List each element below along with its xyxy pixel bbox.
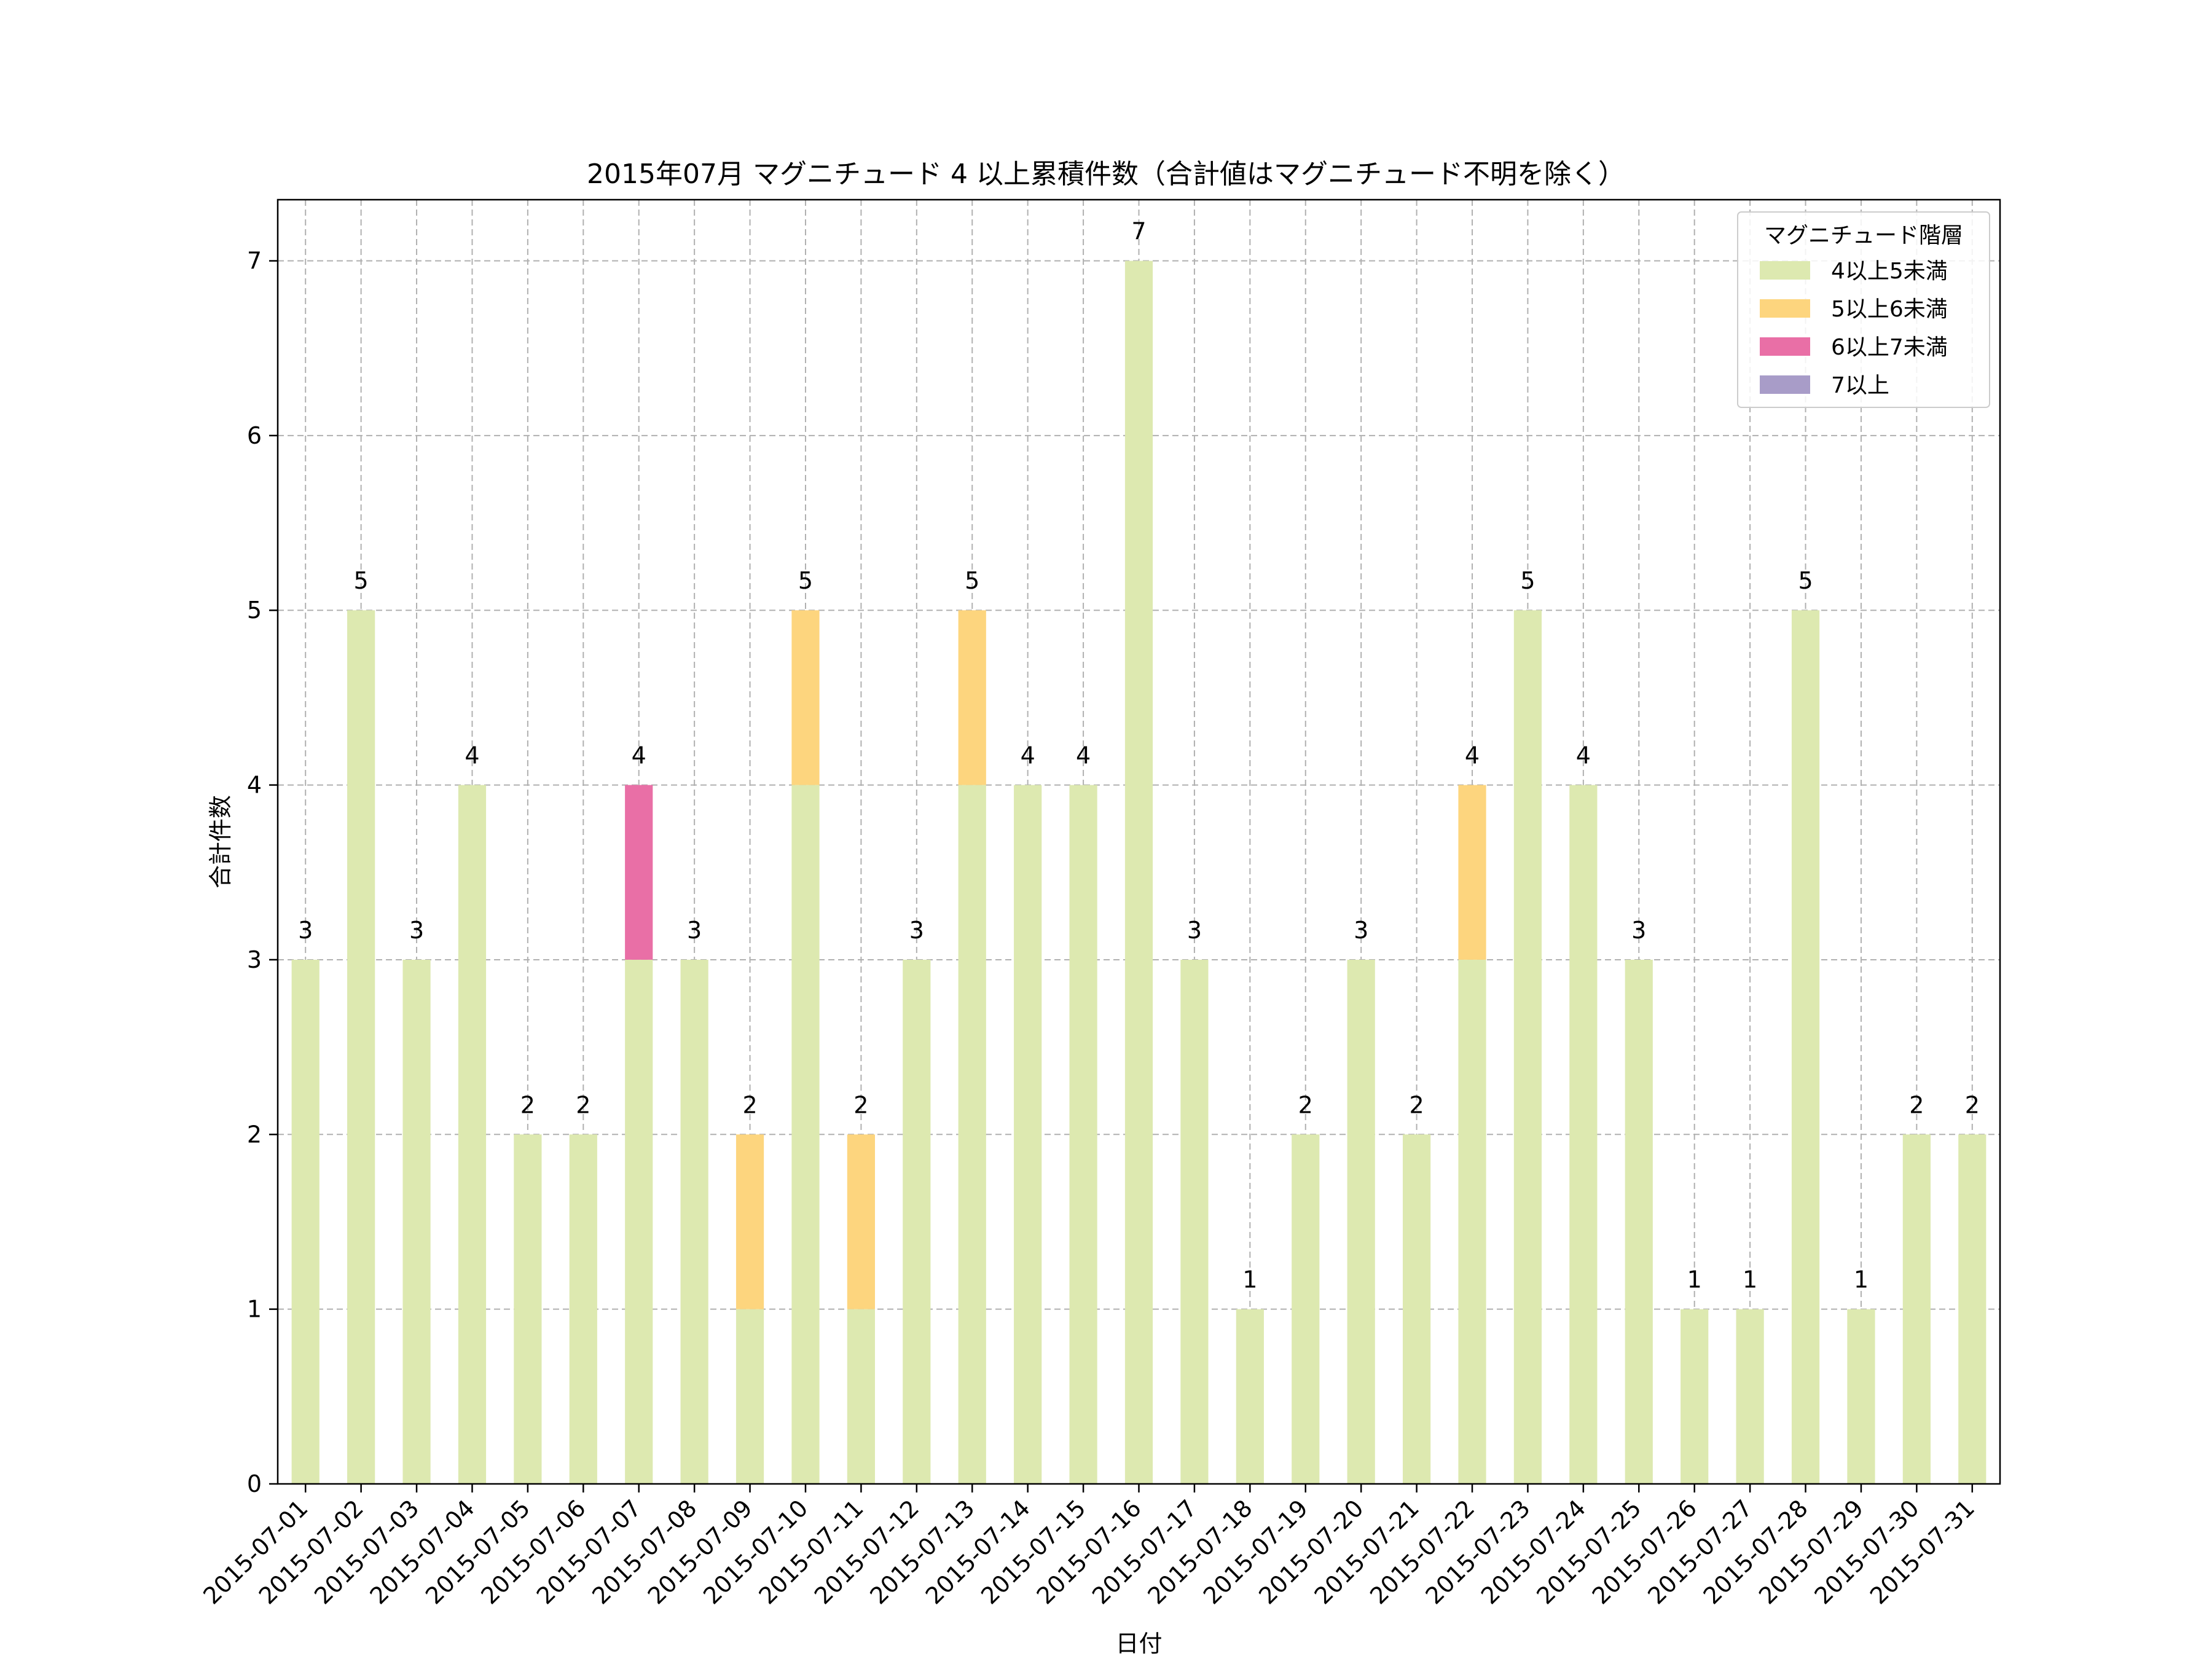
x-axis-label: 日付 bbox=[1115, 1630, 1162, 1657]
legend-box bbox=[1737, 211, 1990, 408]
data-label: 3 bbox=[1631, 917, 1646, 944]
x-axis-ticks: 2015-07-012015-07-022015-07-032015-07-04… bbox=[198, 1484, 1980, 1610]
bar-segment bbox=[1625, 959, 1653, 1484]
data-label: 3 bbox=[1354, 917, 1368, 944]
data-label: 7 bbox=[1131, 218, 1146, 245]
bar-segment bbox=[402, 959, 431, 1484]
y-axis-label: 合計件数 bbox=[207, 795, 234, 888]
legend: マグニチュード階層 4以上5未満 5以上6未満 6以上7未満 7以上 bbox=[1737, 211, 1990, 408]
legend-swatch bbox=[1760, 337, 1810, 356]
data-label: 4 bbox=[1076, 742, 1091, 769]
data-label: 2 bbox=[853, 1091, 868, 1118]
bar-segment bbox=[735, 1134, 764, 1309]
data-label: 3 bbox=[1187, 917, 1202, 944]
bar-segment bbox=[1402, 1134, 1431, 1484]
data-label: 3 bbox=[687, 917, 702, 944]
data-label: 2 bbox=[1298, 1091, 1313, 1118]
legend-swatch bbox=[1760, 299, 1810, 318]
bar-segment bbox=[1513, 610, 1542, 1484]
data-label: 2 bbox=[576, 1091, 590, 1118]
data-label: 5 bbox=[354, 567, 369, 594]
y-tick-label: 0 bbox=[247, 1470, 262, 1497]
chart-title: 2015年07月 マグニチュード 4 以上累積件数（合計値はマグニチュード不明を… bbox=[587, 159, 1625, 190]
data-label: 4 bbox=[465, 742, 479, 769]
bar-segment bbox=[847, 1134, 876, 1309]
bar-segment bbox=[1180, 959, 1209, 1484]
data-label: 2 bbox=[742, 1091, 757, 1118]
bar-segment bbox=[735, 1309, 764, 1484]
bar-segment bbox=[1791, 610, 1820, 1484]
data-label: 3 bbox=[298, 917, 313, 944]
data-label: 1 bbox=[1854, 1266, 1869, 1293]
data-label: 1 bbox=[1687, 1266, 1702, 1293]
bars bbox=[291, 261, 1986, 1484]
bar-segment bbox=[291, 959, 320, 1484]
y-tick-label: 4 bbox=[247, 772, 262, 799]
bar-segment bbox=[1124, 261, 1153, 1484]
bar-segment bbox=[1569, 785, 1598, 1484]
bar-segment bbox=[1236, 1309, 1264, 1484]
data-label: 2 bbox=[520, 1091, 535, 1118]
data-label: 2 bbox=[1909, 1091, 1924, 1118]
bar-segment bbox=[903, 959, 931, 1484]
bar-segment bbox=[625, 785, 653, 960]
data-label: 2 bbox=[1965, 1091, 1980, 1118]
data-label: 4 bbox=[632, 742, 646, 769]
bar-segment bbox=[1458, 785, 1486, 960]
bar-segment bbox=[1458, 959, 1486, 1484]
y-tick-label: 5 bbox=[247, 597, 262, 624]
legend-title: マグニチュード階層 bbox=[1764, 223, 1963, 248]
legend-label: 4以上5未満 bbox=[1831, 259, 1948, 284]
bar-segment bbox=[1069, 785, 1097, 1484]
bar-segment bbox=[791, 785, 820, 1484]
data-label: 5 bbox=[965, 567, 979, 594]
y-tick-label: 2 bbox=[247, 1121, 262, 1148]
bar-segment bbox=[625, 959, 653, 1484]
data-label: 3 bbox=[409, 917, 424, 944]
data-label: 4 bbox=[1576, 742, 1591, 769]
bar-segment bbox=[1958, 1134, 1986, 1484]
bar-segment bbox=[791, 610, 820, 785]
legend-label: 5以上6未満 bbox=[1831, 297, 1948, 322]
data-label: 4 bbox=[1021, 742, 1035, 769]
data-labels: 3 5 3 4 2 2 4 3 2 5 2 3 5 4 4 7 3 1 2 3 2 4 5 4 3 1 1 5 1 2 2 bbox=[298, 218, 1980, 1293]
bar-segment bbox=[1847, 1309, 1875, 1484]
y-tick-label: 6 bbox=[247, 422, 262, 449]
bar-segment bbox=[514, 1134, 542, 1484]
bar-segment bbox=[958, 785, 986, 1484]
data-label: 2 bbox=[1410, 1091, 1424, 1118]
bar-segment bbox=[458, 785, 487, 1484]
legend-swatch bbox=[1760, 375, 1810, 394]
data-label: 4 bbox=[1465, 742, 1480, 769]
y-tick-label: 1 bbox=[247, 1296, 262, 1323]
bar-segment bbox=[1902, 1134, 1931, 1484]
legend-label: 7以上 bbox=[1831, 373, 1889, 398]
bar-segment bbox=[1347, 959, 1375, 1484]
bar-segment bbox=[958, 610, 986, 785]
y-axis-ticks: 0 1 2 3 4 5 6 7 bbox=[247, 248, 278, 1497]
data-label: 5 bbox=[1798, 567, 1813, 594]
data-label: 1 bbox=[1743, 1266, 1757, 1293]
bar-segment bbox=[1292, 1134, 1320, 1484]
bar-segment bbox=[1736, 1309, 1764, 1484]
bar-segment bbox=[347, 610, 375, 1484]
data-label: 1 bbox=[1242, 1266, 1257, 1293]
legend-label: 6以上7未満 bbox=[1831, 335, 1948, 360]
data-label: 5 bbox=[1520, 567, 1535, 594]
y-tick-label: 7 bbox=[247, 248, 262, 275]
y-tick-label: 3 bbox=[247, 946, 262, 973]
legend-swatch bbox=[1760, 261, 1810, 280]
bar-segment bbox=[569, 1134, 597, 1484]
data-label: 5 bbox=[798, 567, 813, 594]
bar-segment bbox=[680, 959, 708, 1484]
bar-segment bbox=[1681, 1309, 1709, 1484]
bar-segment bbox=[1014, 785, 1042, 1484]
bar-segment bbox=[847, 1309, 876, 1484]
data-label: 3 bbox=[909, 917, 924, 944]
